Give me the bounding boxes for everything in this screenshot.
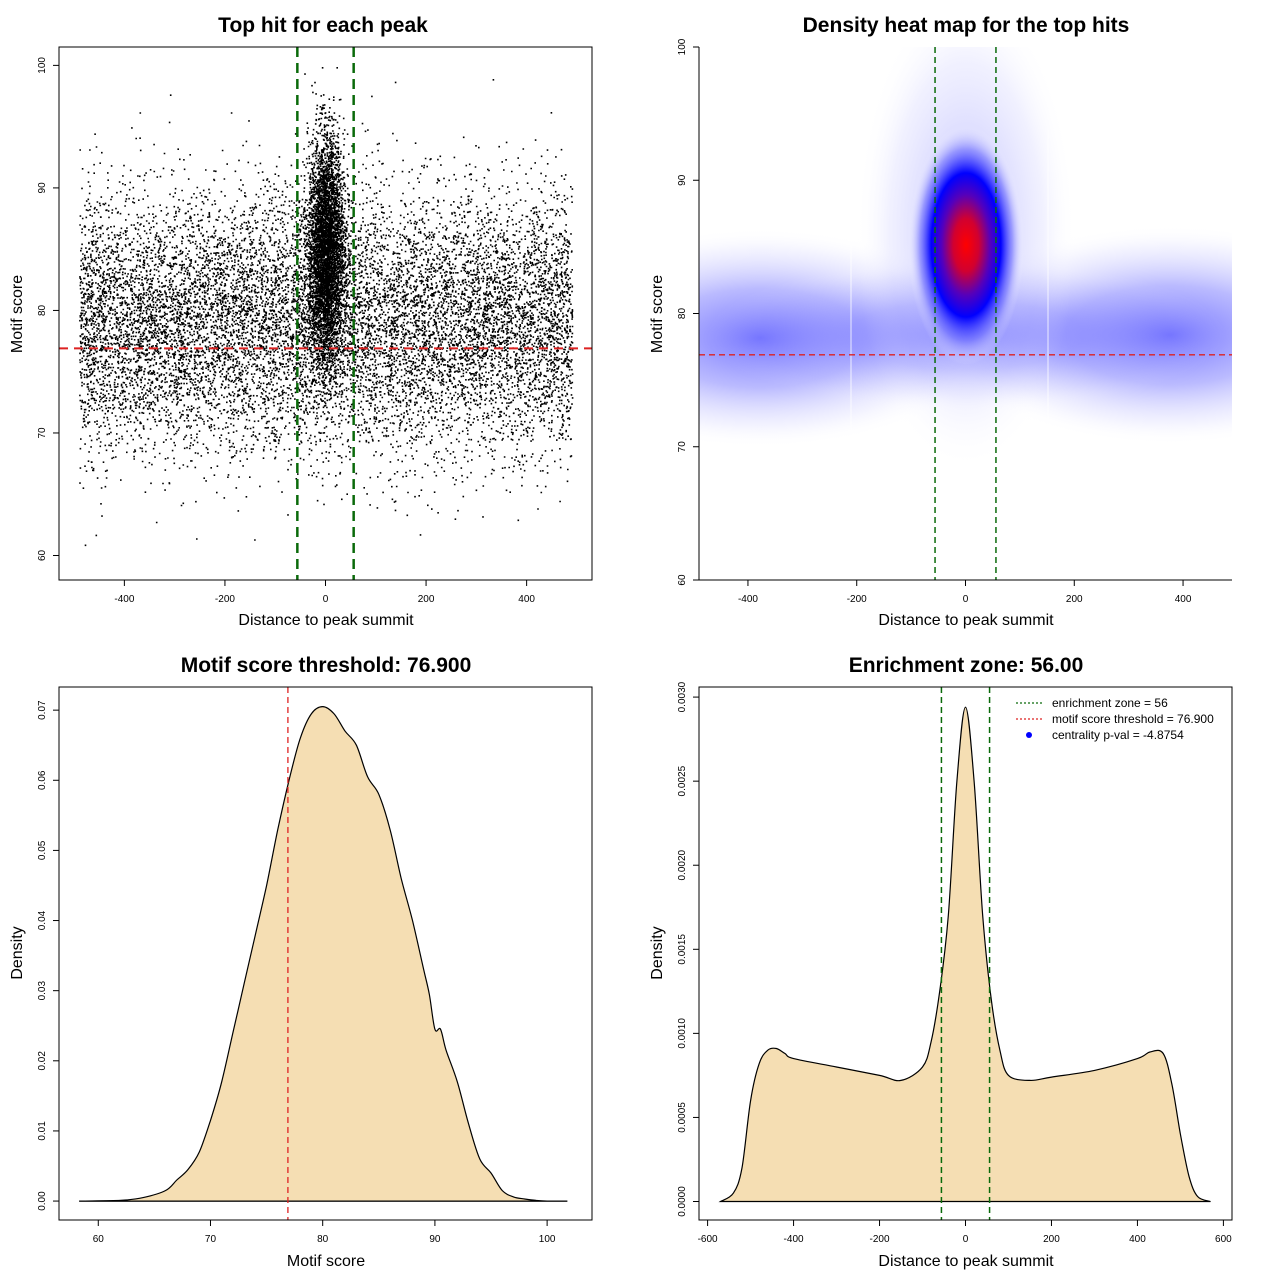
distance-density-x-tick-label: -400	[784, 1234, 804, 1245]
scatter-y-tick-label: 80	[37, 304, 48, 316]
scatter-x-axis: -400 -200 0 200 400	[114, 580, 535, 605]
score-density-x-axis: 60 70 80 90 100	[93, 1220, 556, 1245]
score-density-x-tick-label: 60	[93, 1234, 105, 1245]
heatmap-y-tick-label: 80	[677, 308, 688, 320]
distance-density-y-label: Density	[649, 926, 666, 979]
distance-density-x-label: Distance to peak summit	[878, 1253, 1054, 1270]
heatmap-y-tick-label: 90	[677, 174, 688, 186]
score-density-y-label: Density	[9, 926, 26, 979]
scatter-reference-lines	[59, 47, 592, 580]
distance-density-x-tick-label: 200	[1043, 1234, 1060, 1245]
distance-density-y-tick-label: 0.0005	[677, 1102, 688, 1133]
score-density-x-tick-label: 70	[205, 1234, 217, 1245]
heatmap-y-tick-label: 60	[677, 574, 688, 586]
heatmap-x-axis: -400 -200 0 200 400	[738, 580, 1192, 605]
scatter-points	[79, 67, 574, 547]
heatmap-y-tick-label: 100	[677, 38, 688, 55]
distance-density-y-tick-label: 0.0020	[677, 849, 688, 880]
heatmap-x-tick-label: -200	[847, 594, 867, 605]
distance-density-y-axis: 0.0000 0.0005 0.0010 0.0015 0.0020 0.0025 0.00…	[677, 681, 699, 1217]
panel-distance-density-title: Enrichment zone: 56.00	[849, 654, 1084, 677]
scatter-y-tick-label: 60	[37, 549, 48, 561]
legend-label-zone: enrichment zone = 56	[1052, 696, 1168, 710]
score-density-y-tick-label: 0.04	[37, 910, 48, 930]
panel-heatmap-title: Density heat map for the top hits	[803, 14, 1130, 37]
score-density-x-tick-label: 100	[539, 1234, 556, 1245]
score-density-area	[79, 705, 568, 1202]
legend-label-threshold: motif score threshold = 76.900	[1052, 712, 1214, 726]
distance-density-y-tick-label: 0.0015	[677, 934, 688, 965]
score-density-y-tick-label: 0.07	[37, 700, 48, 720]
heatmap-density	[699, 47, 1232, 580]
scatter-y-axis: 60 70 80 90 100	[37, 57, 59, 561]
scatter-x-tick-label: 200	[418, 594, 435, 605]
panel-score-density: Motif score threshold: 76.900 60 70 80 90 10…	[9, 654, 593, 1270]
heatmap-x-tick-label: 0	[963, 594, 969, 605]
score-density-y-tick-label: 0.05	[37, 840, 48, 860]
score-density-x-tick-label: 80	[317, 1234, 329, 1245]
distance-density-y-tick-label: 0.0025	[677, 765, 688, 796]
distance-density-area	[718, 706, 1211, 1203]
panel-scatter: Top hit for each peak -400 -200 0 200 400 60…	[9, 14, 593, 629]
score-density-y-tick-label: 0.03	[37, 981, 48, 1001]
score-density-y-tick-label: 0.02	[37, 1051, 48, 1071]
legend-swatch-pval	[1026, 732, 1032, 738]
distance-density-y-tick-label: 0.0000	[677, 1186, 688, 1217]
scatter-point-cloud	[79, 67, 574, 547]
panel-distance-density: Enrichment zone: 56.00 -600 -400 -200 0 200 4…	[649, 654, 1233, 1270]
score-density-x-tick-label: 90	[429, 1234, 441, 1245]
distance-density-y-tick-label: 0.0010	[677, 1018, 688, 1049]
distance-density-x-axis: -600 -400 -200 0 200 400 600	[698, 1220, 1232, 1245]
distance-density-x-tick-label: 400	[1129, 1234, 1146, 1245]
scatter-y-tick-label: 90	[37, 182, 48, 194]
legend-label-pval: centrality p-val = -4.8754	[1052, 728, 1184, 742]
scatter-y-tick-label: 70	[37, 427, 48, 439]
scatter-x-tick-label: 400	[518, 594, 535, 605]
scatter-x-tick-label: 0	[323, 594, 329, 605]
heatmap-x-label: Distance to peak summit	[878, 612, 1054, 629]
score-density-y-axis: 0.00 0.01 0.02 0.03 0.04 0.05 0.06 0.07	[37, 700, 59, 1211]
panel-scatter-title: Top hit for each peak	[218, 14, 428, 37]
scatter-x-label: Distance to peak summit	[238, 612, 414, 629]
distance-density-x-tick-label: -600	[698, 1234, 718, 1245]
scatter-y-label: Motif score	[9, 275, 26, 353]
distance-density-x-tick-label: 0	[963, 1234, 969, 1245]
heatmap-peak	[908, 125, 1024, 365]
heatmap-y-axis: 60 70 80 90 100	[677, 38, 699, 586]
heatmap-y-tick-label: 70	[677, 441, 688, 453]
score-density-y-tick-label: 0.00	[37, 1191, 48, 1211]
scatter-x-tick-label: -400	[114, 594, 134, 605]
score-density-frame	[58, 686, 593, 1221]
legend: enrichment zone = 56 motif score thresho…	[1016, 696, 1214, 742]
enrichment-zone-lines	[940, 687, 991, 1220]
heatmap-x-tick-label: -400	[738, 594, 758, 605]
distance-density-x-tick-label: -200	[870, 1234, 890, 1245]
score-density-x-label: Motif score	[287, 1253, 365, 1270]
heatmap-x-tick-label: 200	[1066, 594, 1083, 605]
panel-score-density-title: Motif score threshold: 76.900	[181, 654, 472, 677]
heatmap-y-label: Motif score	[649, 275, 666, 353]
heatmap-reference-lines	[699, 47, 1232, 580]
score-density-y-tick-label: 0.06	[37, 770, 48, 790]
distance-density-x-tick-label: 600	[1215, 1234, 1232, 1245]
scatter-x-tick-label: -200	[215, 594, 235, 605]
heatmap-x-tick-label: 400	[1175, 594, 1192, 605]
score-density-y-tick-label: 0.01	[37, 1121, 48, 1141]
distance-density-y-tick-label: 0.0030	[677, 681, 688, 712]
panel-heatmap: Density heat map for the top hits -400 -2…	[649, 14, 1232, 629]
scatter-y-tick-label: 100	[37, 57, 48, 74]
